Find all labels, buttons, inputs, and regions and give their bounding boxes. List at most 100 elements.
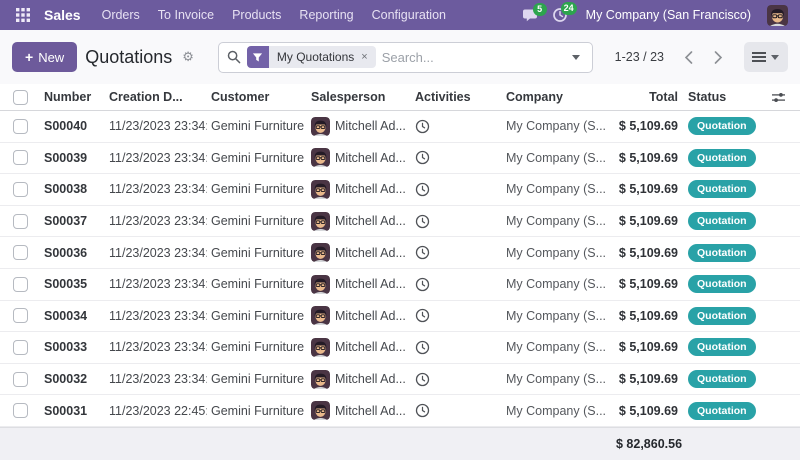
customer-name: Gemini Furniture [211, 245, 305, 260]
customer-name: Gemini Furniture [211, 182, 305, 197]
schedule-activity-button[interactable] [415, 182, 430, 197]
new-button[interactable]: + New [12, 42, 78, 72]
schedule-activity-button[interactable] [415, 245, 430, 260]
column-header-company[interactable]: Company [506, 90, 563, 104]
table-row[interactable]: S00032 11/23/2023 23:34:0 Gemini Furnitu… [0, 363, 800, 396]
list-view-icon [752, 52, 767, 62]
table-row[interactable]: S00035 11/23/2023 23:34:0 Gemini Furnitu… [0, 268, 800, 301]
messages-count-badge: 5 [532, 2, 547, 16]
order-total: $ 5,109.69 [618, 214, 678, 229]
search-dropdown-toggle[interactable] [564, 43, 588, 72]
salesperson-avatar [311, 179, 330, 199]
activity-clock-icon [415, 309, 430, 323]
column-header-activities[interactable]: Activities [415, 90, 471, 104]
table-row[interactable]: S00039 11/23/2023 23:34:1 Gemini Furnitu… [0, 142, 800, 175]
activity-clock-icon [415, 372, 430, 386]
messages-button[interactable]: 5 [516, 2, 547, 27]
schedule-activity-button[interactable] [415, 372, 430, 387]
search-input[interactable] [381, 49, 558, 65]
table-row[interactable]: S00038 11/23/2023 23:34:1 Gemini Furnitu… [0, 174, 800, 206]
select-all-checkbox[interactable] [12, 89, 28, 105]
pager-next-button[interactable] [706, 43, 732, 71]
table-row[interactable]: S00033 11/23/2023 23:34:0 Gemini Furnitu… [0, 332, 800, 364]
activities-button[interactable]: 24 [546, 2, 577, 27]
customer-name: Gemini Furniture [211, 119, 305, 134]
schedule-activity-button[interactable] [415, 214, 430, 229]
menu-to-invoice[interactable]: To Invoice [149, 1, 223, 29]
status-badge: Quotation [688, 275, 756, 294]
company-name: My Company (S... [506, 308, 607, 323]
column-header-status[interactable]: Status [688, 90, 727, 104]
menu-configuration[interactable]: Configuration [363, 1, 455, 29]
status-badge: Quotation [688, 212, 756, 231]
row-checkbox[interactable] [12, 308, 28, 324]
salesperson-cell: Mitchell Ad... [307, 243, 407, 263]
pager-previous-button[interactable] [676, 43, 702, 71]
chevron-left-icon [685, 50, 693, 64]
chevron-down-icon [771, 54, 780, 60]
facet-close-icon[interactable]: × [361, 50, 368, 63]
schedule-activity-button[interactable] [415, 277, 430, 292]
control-panel: + New Quotations ⚙ My Quotations × 1-23 … [0, 30, 800, 84]
row-checkbox[interactable] [12, 150, 28, 166]
status-badge: Quotation [688, 338, 756, 357]
table-row[interactable]: S00040 11/23/2023 23:34:1 Gemini Furnitu… [0, 111, 800, 143]
schedule-activity-button[interactable] [415, 403, 430, 418]
search-facet: My Quotations × [246, 46, 376, 68]
row-checkbox[interactable] [12, 181, 28, 197]
salesperson-name: Mitchell Ad... [335, 150, 406, 165]
row-checkbox[interactable] [12, 339, 28, 355]
row-checkbox[interactable] [12, 403, 28, 419]
company-switcher[interactable]: My Company (San Francisco) [585, 8, 751, 22]
schedule-activity-button[interactable] [415, 119, 430, 134]
creation-date: 11/23/2023 23:34:0 [109, 340, 207, 355]
quotations-list: Number Creation D... Customer Salesperso… [0, 84, 800, 460]
user-menu-button[interactable] [763, 3, 792, 28]
action-gear-icon[interactable]: ⚙ [182, 49, 194, 65]
menu-reporting[interactable]: Reporting [290, 1, 362, 29]
status-badge: Quotation [688, 401, 756, 420]
order-total: $ 5,109.69 [618, 308, 678, 323]
column-header-customer[interactable]: Customer [211, 90, 270, 104]
table-row[interactable]: S00037 11/23/2023 23:34:0 Gemini Furnitu… [0, 205, 800, 238]
table-footer-row: $ 82,860.56 [0, 426, 800, 460]
table-row[interactable]: S00034 11/23/2023 23:34:0 Gemini Furnitu… [0, 300, 800, 333]
column-header-number[interactable]: Number [44, 90, 92, 104]
menu-orders[interactable]: Orders [93, 1, 149, 29]
sliders-icon [772, 92, 785, 102]
company-name: My Company (S... [506, 214, 607, 229]
salesperson-cell: Mitchell Ad... [307, 179, 407, 199]
column-header-total[interactable]: Total [649, 90, 678, 104]
menu-products[interactable]: Products [223, 1, 290, 29]
top-navbar: Sales Orders To Invoice Products Reporti… [0, 0, 800, 30]
row-checkbox[interactable] [12, 118, 28, 134]
view-switcher-button[interactable] [743, 42, 788, 72]
activity-clock-icon [415, 151, 430, 165]
table-row[interactable]: S00036 11/23/2023 23:34:0 Gemini Furnitu… [0, 237, 800, 269]
activity-clock-icon [415, 403, 430, 418]
app-name[interactable]: Sales [44, 7, 81, 23]
schedule-activity-button[interactable] [415, 150, 430, 165]
apps-menu-button[interactable] [8, 4, 38, 26]
optional-columns-button[interactable] [769, 89, 788, 106]
row-checkbox[interactable] [12, 213, 28, 229]
filter-icon [246, 46, 269, 68]
order-total: $ 5,109.69 [618, 340, 678, 355]
row-checkbox[interactable] [12, 276, 28, 292]
status-badge: Quotation [688, 370, 756, 389]
order-total: $ 5,109.69 [618, 119, 678, 134]
row-checkbox[interactable] [12, 245, 28, 261]
quotation-number: S00033 [44, 340, 88, 355]
customer-name: Gemini Furniture [211, 214, 305, 229]
creation-date: 11/23/2023 23:34:1 [109, 182, 207, 197]
schedule-activity-button[interactable] [415, 340, 430, 355]
table-row[interactable]: S00031 11/23/2023 22:45:4 Gemini Furnitu… [0, 395, 800, 427]
schedule-activity-button[interactable] [415, 308, 430, 323]
row-checkbox[interactable] [12, 371, 28, 387]
column-header-creation-date[interactable]: Creation D... [109, 90, 183, 104]
column-header-salesperson[interactable]: Salesperson [311, 90, 386, 104]
page-title: Quotations [85, 46, 173, 67]
company-name: My Company (S... [506, 245, 607, 260]
quotation-number: S00039 [44, 150, 88, 165]
